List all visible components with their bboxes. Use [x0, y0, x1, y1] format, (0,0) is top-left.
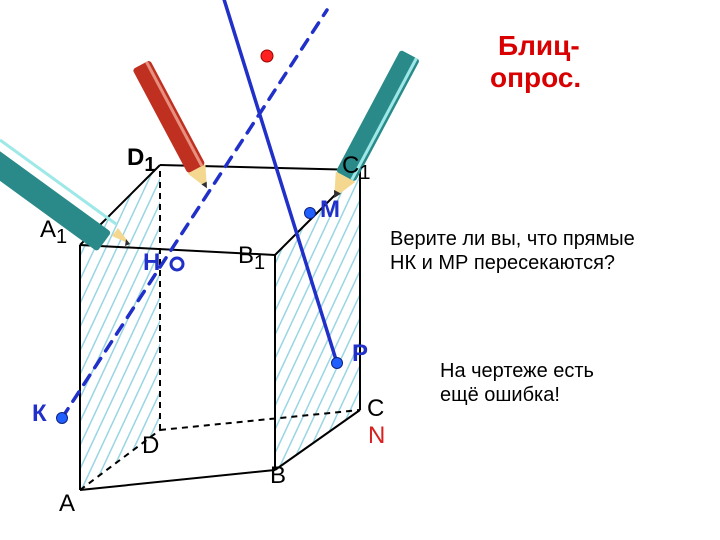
label-A1: А1	[40, 216, 67, 249]
question-line1: Верите ли вы, что прямые	[390, 228, 635, 251]
point-K	[57, 413, 68, 424]
question-line2: НК и МР пересекаются?	[390, 252, 615, 275]
label-M: М	[320, 196, 340, 224]
label-D1: D1	[127, 144, 155, 177]
label-K: К	[32, 400, 47, 428]
intersection-point	[261, 50, 273, 62]
note-line2: ещё ошибка!	[440, 384, 560, 407]
pencil-right	[325, 50, 420, 203]
label-A: А	[59, 490, 75, 518]
title-line1: Блиц-	[498, 30, 580, 62]
point-P	[332, 358, 343, 369]
label-C1: С1	[342, 152, 370, 185]
label-P: Р	[352, 340, 368, 368]
plane-right	[275, 170, 360, 470]
label-C: С	[367, 395, 384, 423]
title-line2: опрос.	[490, 62, 581, 94]
note-line1: На чертеже есть	[440, 360, 594, 383]
label-H: Н	[143, 249, 160, 277]
label-B: В	[270, 462, 286, 490]
point-M	[305, 208, 316, 219]
label-B1: В1	[238, 242, 265, 275]
point-H	[171, 258, 183, 270]
label-D: D	[142, 432, 159, 460]
label-N: N	[368, 422, 385, 450]
